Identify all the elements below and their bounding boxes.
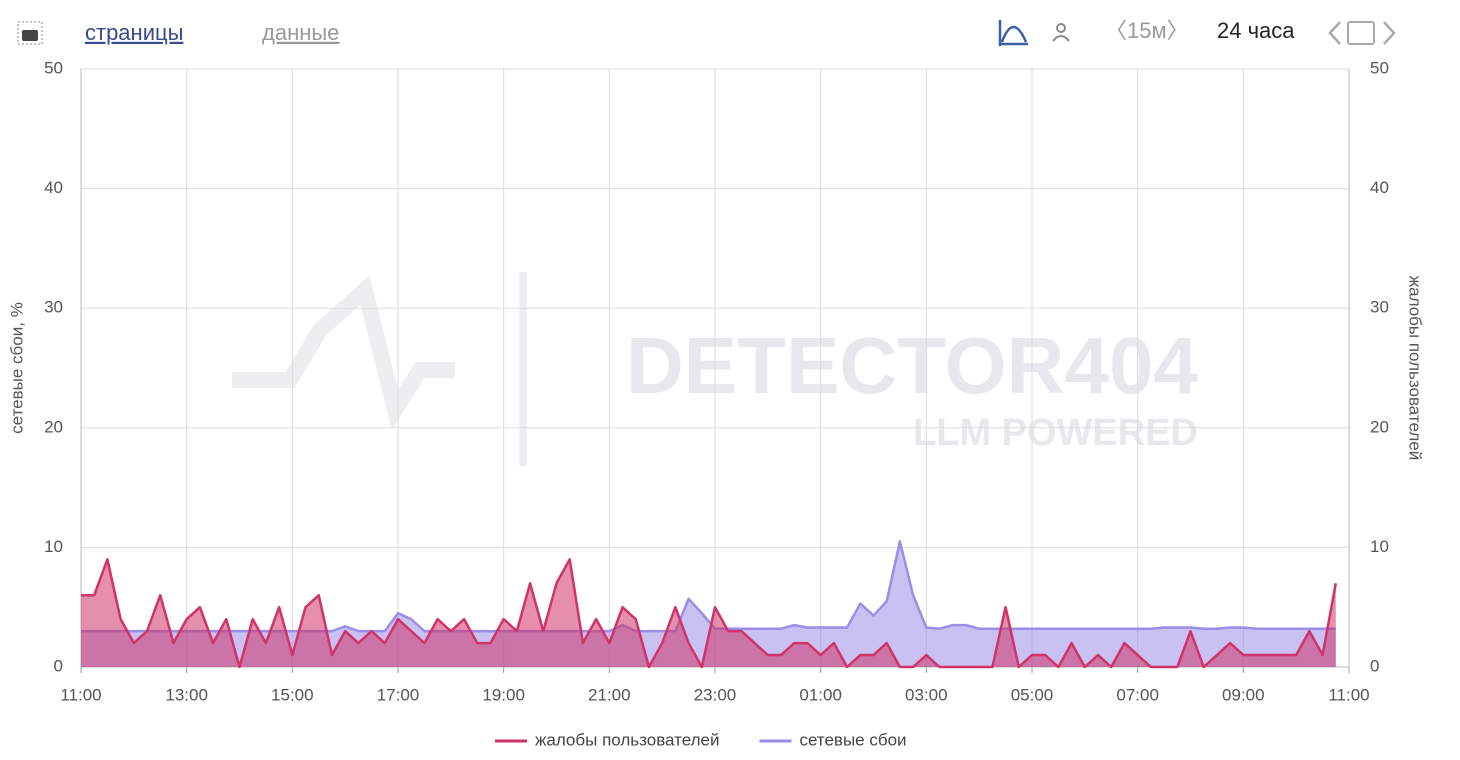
y2-tick-label: 30 xyxy=(1370,298,1389,317)
y-axis-label: сетевые сбои, % xyxy=(7,302,26,434)
x-tick-label: 15:00 xyxy=(271,685,314,704)
next-button[interactable] xyxy=(1383,21,1396,45)
series-line xyxy=(81,540,1336,633)
x-tick-label: 01:00 xyxy=(799,685,842,704)
user-icon[interactable] xyxy=(1056,23,1066,33)
y-tick-label: 40 xyxy=(44,178,63,197)
tab-data[interactable]: данные xyxy=(262,20,339,45)
legend-label[interactable]: сетевые сбои xyxy=(799,730,906,749)
camera-icon xyxy=(22,30,38,41)
watermark-title: DETECTOR404 xyxy=(626,321,1199,410)
watermark-subtitle: LLM POWERED xyxy=(913,412,1198,454)
y2-tick-label: 40 xyxy=(1370,178,1389,197)
calendar-icon[interactable] xyxy=(1347,21,1375,45)
range[interactable]: 24 часа xyxy=(1217,18,1295,43)
x-tick-label: 21:00 xyxy=(588,685,631,704)
tab-pages[interactable]: страницы xyxy=(85,20,183,45)
y2-axis-label: жалобы пользователей xyxy=(1406,276,1425,460)
series-line xyxy=(81,558,1338,669)
user-icon-body xyxy=(1052,35,1070,42)
y-tick-label: 30 xyxy=(44,298,63,317)
screenshot-icon[interactable] xyxy=(17,21,43,45)
prev-button[interactable] xyxy=(1328,21,1341,45)
x-tick-label: 11:00 xyxy=(60,685,101,704)
x-tick-label: 07:00 xyxy=(1116,685,1159,704)
x-tick-label: 19:00 xyxy=(482,685,525,704)
watermark: DETECTOR404 LLM POWERED xyxy=(232,272,1199,466)
watermark-logo xyxy=(232,275,455,431)
y2-tick-label: 20 xyxy=(1370,417,1389,436)
x-tick-label: 05:00 xyxy=(1011,685,1054,704)
interval[interactable]: 〈15м〉 xyxy=(1105,18,1189,43)
x-tick-label: 17:00 xyxy=(377,685,420,704)
x-tick-label: 03:00 xyxy=(905,685,948,704)
chart-mode-icon[interactable] xyxy=(998,20,1028,46)
legend-label[interactable]: жалобы пользователей xyxy=(535,730,719,749)
x-tick-label: 23:00 xyxy=(694,685,737,704)
series-area xyxy=(81,559,1336,667)
y2-tick-label: 50 xyxy=(1370,58,1389,77)
x-tick-label: 13:00 xyxy=(165,685,208,704)
y2-tick-label: 0 xyxy=(1370,656,1379,675)
y-tick-label: 10 xyxy=(44,537,63,556)
y-tick-label: 50 xyxy=(44,58,63,77)
x-tick-label: 11:00 xyxy=(1328,685,1369,704)
x-tick-label: 09:00 xyxy=(1222,685,1265,704)
y-tick-label: 20 xyxy=(44,417,63,436)
y-tick-label: 0 xyxy=(54,656,63,675)
y2-tick-label: 10 xyxy=(1370,537,1389,556)
